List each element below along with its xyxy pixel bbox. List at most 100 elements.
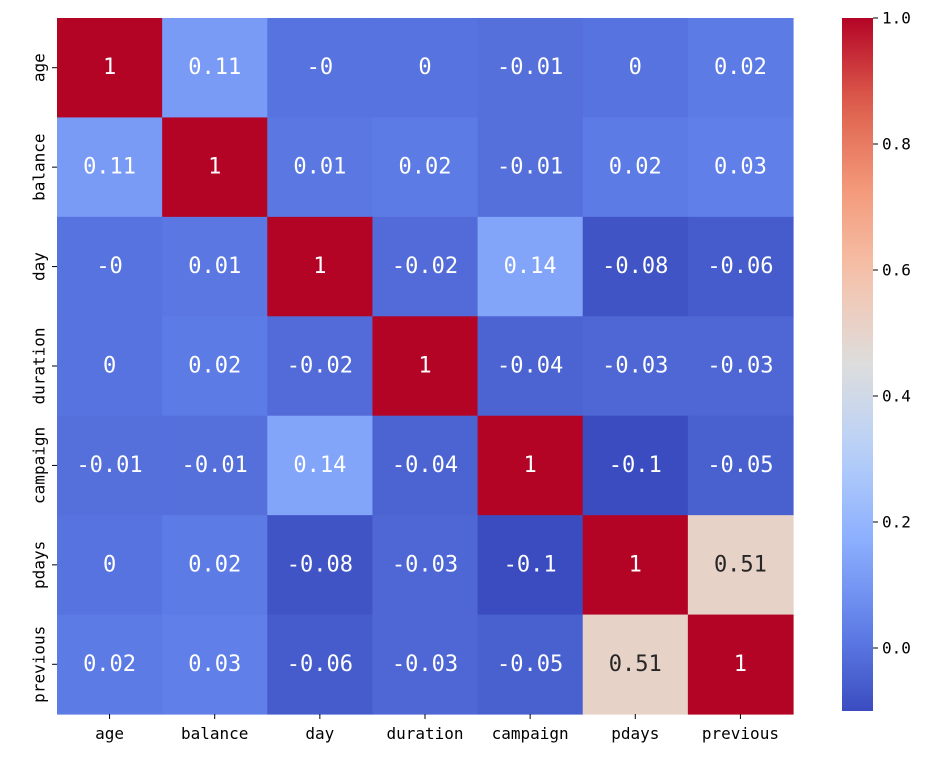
- cell-annotation-campaign-campaign: 1: [524, 453, 537, 478]
- heatmap-cell-previous-age: [57, 614, 163, 715]
- heatmap-cell-pdays-previous: [687, 515, 794, 616]
- heatmap-cells: [57, 18, 794, 715]
- x-tick-label-day: day: [305, 724, 334, 743]
- cell-annotation-duration-previous: -0.03: [707, 354, 773, 379]
- colorbar-tick-label: 0.2: [882, 513, 911, 532]
- heatmap-cell-campaign-campaign: [477, 415, 584, 516]
- heatmap-cell-balance-balance: [162, 117, 268, 218]
- heatmap-cell-pdays-day: [267, 515, 374, 616]
- heatmap-cell-day-previous: [687, 216, 794, 317]
- heatmap-cell-age-pdays: [582, 18, 689, 119]
- x-tick-label-balance: balance: [181, 724, 248, 743]
- cell-annotation-age-campaign: -0.01: [497, 55, 563, 80]
- cell-annotation-balance-balance: 1: [208, 155, 221, 180]
- heatmap-cell-campaign-balance: [162, 415, 268, 516]
- heatmap-cell-duration-duration: [372, 316, 479, 417]
- cell-annotation-campaign-duration: -0.04: [392, 453, 458, 478]
- heatmap-cell-balance-campaign: [477, 117, 584, 218]
- cell-annotation-duration-pdays: -0.03: [602, 354, 668, 379]
- cell-annotation-age-duration: 0: [418, 55, 431, 80]
- heatmap-cell-campaign-pdays: [582, 415, 689, 516]
- heatmap-cell-previous-previous: [687, 614, 794, 715]
- colorbar-tick-label: 0.4: [882, 387, 911, 406]
- heatmap-cell-day-pdays: [582, 216, 689, 317]
- colorbar-tick-label: 0.0: [882, 639, 911, 658]
- cell-annotation-age-pdays: 0: [629, 55, 642, 80]
- heatmap-cell-campaign-duration: [372, 415, 479, 516]
- heatmap-cell-age-balance: [162, 18, 268, 119]
- cell-annotation-duration-balance: 0.02: [188, 354, 241, 379]
- y-tick-label-previous: previous: [30, 626, 49, 703]
- cell-annotation-balance-age: 0.11: [83, 155, 136, 180]
- heatmap-cell-duration-balance: [162, 316, 268, 417]
- cell-annotation-previous-balance: 0.03: [188, 652, 241, 677]
- cell-annotation-previous-campaign: -0.05: [497, 652, 563, 677]
- cell-annotation-day-day: 1: [313, 254, 326, 279]
- cell-annotation-campaign-pdays: -0.1: [609, 453, 662, 478]
- heatmap-cell-campaign-previous: [687, 415, 794, 516]
- cell-annotation-pdays-campaign: -0.1: [504, 552, 557, 577]
- heatmap-cell-duration-previous: [687, 316, 794, 417]
- cell-annotation-duration-age: 0: [103, 354, 116, 379]
- x-tick-label-previous: previous: [702, 724, 779, 743]
- cell-annotation-previous-pdays: 0.51: [609, 652, 662, 677]
- cell-annotation-campaign-age: -0.01: [76, 453, 142, 478]
- cell-annotation-day-balance: 0.01: [188, 254, 241, 279]
- heatmap-cell-pdays-campaign: [477, 515, 584, 616]
- cell-annotation-balance-day: 0.01: [293, 155, 346, 180]
- y-axis: age balance day duration campaign pdays previo…: [30, 53, 57, 703]
- heatmap-cell-previous-pdays: [582, 614, 689, 715]
- y-tick-label-campaign: campaign: [30, 427, 49, 504]
- colorbar-tick-label: 1.0: [882, 9, 911, 28]
- heatmap-cell-duration-pdays: [582, 316, 689, 417]
- cell-annotation-balance-previous: 0.03: [714, 155, 767, 180]
- cell-annotation-age-age: 1: [103, 55, 116, 80]
- cell-annotation-pdays-pdays: 1: [629, 552, 642, 577]
- heatmap-cell-previous-day: [267, 614, 374, 715]
- heatmap-cell-campaign-day: [267, 415, 374, 516]
- heatmap-cell-duration-age: [57, 316, 163, 417]
- heatmap-annotations: 1 0.11 -0 0 -0.01 0 0.02 0.11 1 0.01 0.02 -0.01 0.02…: [76, 55, 773, 677]
- y-tick-label-age: age: [30, 53, 49, 82]
- heatmap-cell-previous-duration: [372, 614, 479, 715]
- heatmap-cell-balance-pdays: [582, 117, 689, 218]
- cell-annotation-day-previous: -0.06: [707, 254, 773, 279]
- colorbar-gradient: [842, 18, 873, 711]
- colorbar-tick-label: 0.6: [882, 261, 911, 280]
- heatmap-cell-day-campaign: [477, 216, 584, 317]
- heatmap-cell-day-age: [57, 216, 163, 317]
- heatmap-cell-age-day: [267, 18, 374, 119]
- y-tick-label-balance: balance: [30, 133, 49, 200]
- cell-annotation-pdays-balance: 0.02: [188, 552, 241, 577]
- heatmap-cell-previous-balance: [162, 614, 268, 715]
- heatmap-cell-pdays-pdays: [582, 515, 689, 616]
- cell-annotation-day-pdays: -0.08: [602, 254, 668, 279]
- y-tick-label-day: day: [30, 252, 49, 281]
- cell-annotation-age-day: -0: [307, 55, 334, 80]
- x-tick-label-pdays: pdays: [611, 724, 659, 743]
- cell-annotation-pdays-duration: -0.03: [392, 552, 458, 577]
- cell-annotation-campaign-balance: -0.01: [182, 453, 248, 478]
- cell-annotation-previous-age: 0.02: [83, 652, 136, 677]
- cell-annotation-balance-campaign: -0.01: [497, 155, 563, 180]
- y-tick-label-duration: duration: [30, 327, 49, 404]
- heatmap-cell-balance-duration: [372, 117, 479, 218]
- cell-annotation-balance-pdays: 0.02: [609, 155, 662, 180]
- cell-annotation-pdays-previous: 0.51: [714, 552, 767, 577]
- cell-annotation-day-campaign: 0.14: [504, 254, 557, 279]
- heatmap-cell-previous-campaign: [477, 614, 584, 715]
- cell-annotation-previous-day: -0.06: [287, 652, 353, 677]
- cell-annotation-pdays-age: 0: [103, 552, 116, 577]
- heatmap-cell-age-previous: [687, 18, 794, 119]
- heatmap-cell-day-duration: [372, 216, 479, 317]
- heatmap-cell-day-day: [267, 216, 374, 317]
- heatmap-cell-duration-campaign: [477, 316, 584, 417]
- cell-annotation-campaign-day: 0.14: [293, 453, 346, 478]
- x-tick-label-duration: duration: [386, 724, 463, 743]
- x-tick-label-campaign: campaign: [492, 724, 569, 743]
- heatmap-cell-balance-previous: [687, 117, 794, 218]
- x-tick-label-age: age: [95, 724, 124, 743]
- heatmap-cell-age-campaign: [477, 18, 584, 119]
